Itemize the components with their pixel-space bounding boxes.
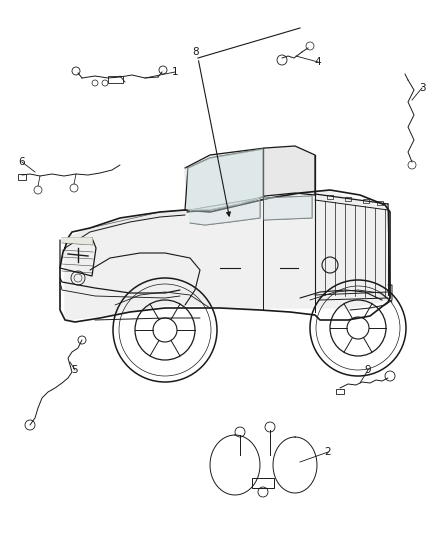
Polygon shape — [185, 146, 315, 212]
Polygon shape — [264, 196, 312, 220]
Text: 6: 6 — [19, 157, 25, 167]
Polygon shape — [62, 238, 92, 244]
Polygon shape — [190, 198, 260, 225]
Polygon shape — [65, 192, 390, 320]
Bar — [377, 201, 383, 205]
Text: 1: 1 — [172, 67, 178, 77]
Text: 3: 3 — [419, 83, 425, 93]
Text: 2: 2 — [325, 447, 331, 457]
Bar — [336, 389, 344, 394]
Polygon shape — [65, 210, 185, 255]
Text: 8: 8 — [193, 47, 199, 57]
Text: 9: 9 — [365, 365, 371, 375]
Bar — [345, 197, 351, 201]
Polygon shape — [188, 149, 263, 210]
Bar — [327, 195, 333, 199]
Bar — [18, 174, 26, 180]
Bar — [363, 199, 369, 203]
Bar — [108, 76, 123, 83]
Text: 4: 4 — [314, 57, 321, 67]
Bar — [252, 478, 274, 488]
Text: 5: 5 — [72, 365, 78, 375]
